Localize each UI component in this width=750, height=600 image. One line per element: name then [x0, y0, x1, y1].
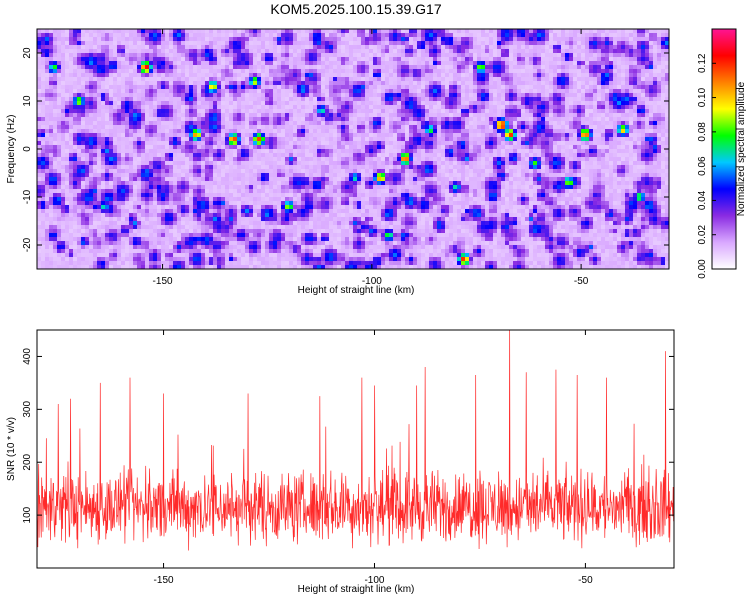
snr-panel: -150 -100 -50 100 200 300 400 Height of strai…: [6, 329, 675, 595]
snr-series-line: [37, 330, 674, 551]
heatmap-y-axis: -20 -10 0 10 20: [22, 47, 669, 252]
colorbar-tick-label: 0.04: [697, 190, 708, 210]
snr-x-axis-label: Height of straight line (km): [298, 584, 415, 595]
colorbar-tick-label: 0.10: [697, 87, 708, 107]
y-tick-label: -20: [22, 237, 33, 252]
y-tick-label: 300: [22, 401, 33, 418]
colorbar: 0.00 0.02 0.04 0.06 0.08 0.10 0.12 Normalized …: [697, 28, 747, 279]
x-tick-label: -150: [154, 575, 174, 586]
x-tick-label: -150: [153, 276, 173, 287]
heatmap-y-axis-label: Frequency (Hz): [6, 115, 17, 184]
colorbar-gradient: [711, 28, 737, 270]
snr-y-axis-label: SNR (10 * v/v): [6, 417, 17, 481]
x-tick-label: -100: [362, 276, 382, 287]
x-tick-label: -50: [574, 276, 589, 287]
colorbar-tick-label: 0.02: [697, 225, 708, 245]
y-tick-label: 200: [22, 453, 33, 470]
figure-title: KOM5.2025.100.15.39.G17: [270, 1, 441, 17]
colorbar-tick-label: 0.08: [697, 122, 708, 142]
heatmap-x-axis: -150 -100 -50: [153, 29, 589, 287]
heatmap-image: [37, 29, 669, 269]
x-tick-label: -50: [578, 575, 593, 586]
colorbar-tick-label: 0.12: [697, 53, 708, 73]
y-tick-label: 20: [22, 47, 33, 59]
snr-y-axis: 100 200 300 400: [22, 348, 674, 523]
colorbar-ticks: 0.00 0.02 0.04 0.06 0.08 0.10 0.12: [697, 53, 716, 279]
y-tick-label: 100: [22, 506, 33, 523]
colorbar-tick-label: 0.00: [697, 259, 708, 279]
y-tick-label: 10: [22, 95, 33, 107]
snr-frame: [36, 329, 675, 569]
y-tick-label: 0: [22, 146, 33, 152]
y-tick-label: 400: [22, 348, 33, 365]
heatmap-x-axis-label: Height of straight line (km): [298, 285, 415, 296]
colorbar-tick-label: 0.06: [697, 156, 708, 176]
y-tick-label: -10: [22, 189, 33, 204]
colorbar-label: Normalized spectral amplitude: [736, 81, 747, 216]
x-tick-label: -100: [364, 575, 384, 586]
snr-x-axis: -150 -100 -50: [154, 330, 593, 586]
